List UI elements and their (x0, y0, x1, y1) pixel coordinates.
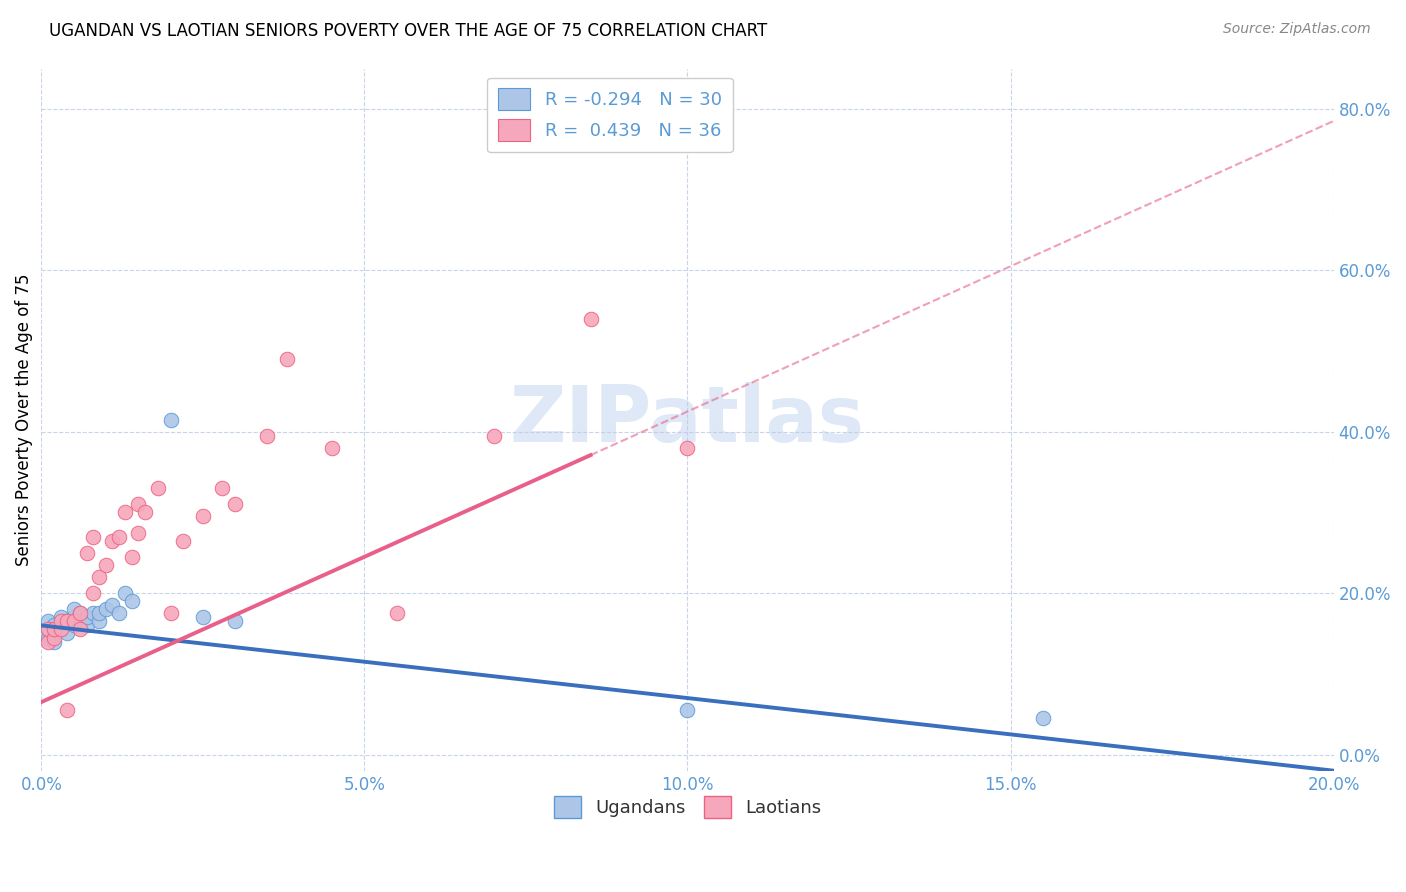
Point (121, 594, 143, 608)
Point (224, 497, 246, 511)
Y-axis label: Seniors Poverty Over the Age of 75: Seniors Poverty Over the Age of 75 (15, 273, 32, 566)
Point (159, 412, 181, 426)
Point (82, 586, 104, 600)
Point (385, 607, 408, 621)
Point (62, 610, 84, 624)
Point (191, 610, 214, 624)
Point (146, 481, 169, 495)
Point (44, 626, 66, 640)
Point (44, 634, 66, 648)
Point (69, 615, 91, 629)
Point (321, 441, 343, 455)
Point (276, 352, 298, 367)
Point (62, 618, 84, 632)
Point (159, 607, 181, 621)
Point (101, 533, 124, 548)
Point (127, 497, 149, 511)
Point (56, 703, 79, 717)
Point (76, 618, 98, 632)
Point (211, 481, 233, 495)
Text: Source: ZipAtlas.com: Source: ZipAtlas.com (1223, 22, 1371, 37)
Point (69, 623, 91, 637)
Point (1032, 711, 1054, 725)
Point (114, 586, 136, 600)
Point (134, 505, 156, 519)
Point (191, 509, 214, 524)
Point (76, 546, 98, 560)
Point (69, 607, 91, 621)
Point (676, 441, 699, 455)
Text: ZIPatlas: ZIPatlas (510, 382, 865, 458)
Point (69, 607, 91, 621)
Point (49, 623, 72, 637)
Point (37, 615, 59, 629)
Point (37, 623, 59, 637)
Point (89, 607, 111, 621)
Point (82, 607, 104, 621)
Point (44, 623, 66, 637)
Point (676, 703, 699, 717)
Point (56, 615, 79, 629)
Text: UGANDAN VS LAOTIAN SENIORS POVERTY OVER THE AGE OF 75 CORRELATION CHART: UGANDAN VS LAOTIAN SENIORS POVERTY OVER … (49, 22, 768, 40)
Point (482, 429, 505, 443)
Point (37, 634, 59, 648)
Point (94, 602, 117, 616)
Point (224, 615, 246, 629)
Point (56, 626, 79, 640)
Point (49, 610, 72, 624)
Point (62, 602, 84, 616)
Point (579, 311, 602, 326)
Point (101, 599, 124, 613)
Point (76, 610, 98, 624)
Point (82, 530, 104, 544)
Point (114, 505, 136, 519)
Point (108, 530, 131, 544)
Point (121, 549, 143, 564)
Point (127, 525, 149, 540)
Legend: Ugandans, Laotians: Ugandans, Laotians (547, 789, 828, 825)
Point (56, 615, 79, 629)
Point (37, 623, 59, 637)
Point (173, 533, 195, 548)
Point (62, 615, 84, 629)
Point (37, 631, 59, 645)
Point (49, 623, 72, 637)
Point (49, 615, 72, 629)
Point (44, 618, 66, 632)
Point (89, 615, 111, 629)
Point (108, 607, 131, 621)
Point (94, 558, 117, 572)
Point (89, 570, 111, 584)
Point (44, 631, 66, 645)
Point (256, 429, 278, 443)
